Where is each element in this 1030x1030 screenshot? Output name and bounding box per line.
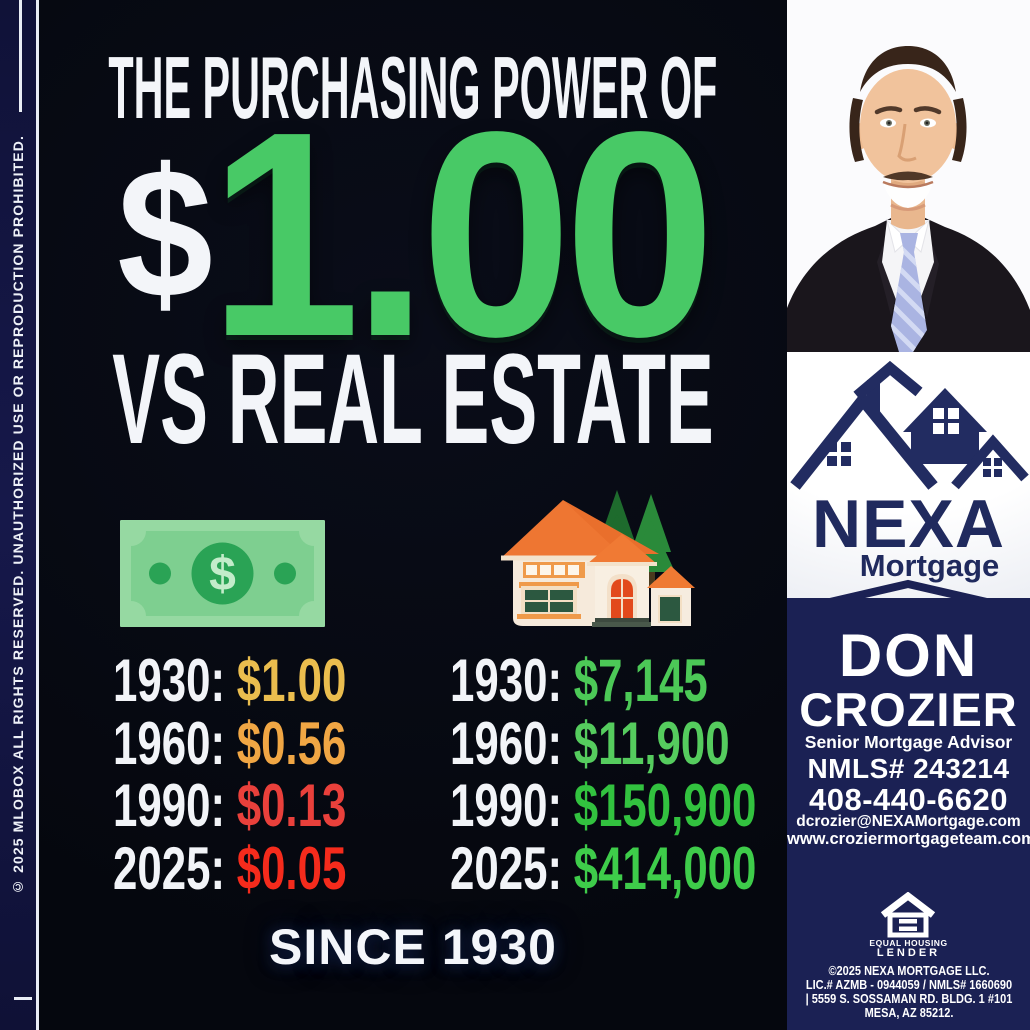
main-content: THE PURCHASING POWER OF $1.00 VS REAL ES… <box>39 0 787 1030</box>
advisor-first-name: DON <box>838 622 979 689</box>
brand-logo-area: NEXA Mortgage <box>787 352 1030 598</box>
strip-top-tick <box>19 0 22 112</box>
year-label: 1990: <box>113 772 226 839</box>
advisor-email: dcrozier@NEXAMortgage.com <box>796 813 1021 830</box>
value-label: $0.05 <box>236 834 347 902</box>
year-label: 1930: <box>113 647 226 714</box>
advisor-last-name: CROZIER <box>799 683 1018 736</box>
bill-dollar-glyph: $ <box>209 548 236 601</box>
fine-print-line: MESA, AZ 85212. <box>864 1006 954 1020</box>
equal-housing-lender-icon <box>880 892 936 938</box>
house-illustration-icon <box>501 490 695 627</box>
advisor-panel: NEXA Mortgage DON CROZIER Senior Mortgag… <box>787 0 1030 1030</box>
table-row: 1960: $11,900 <box>450 709 756 777</box>
heading-top-wrap: THE PURCHASING POWER OF <box>39 44 787 132</box>
fine-print-line: LIC.# AZMB - 0944059 / NMLS# 1660690 <box>805 978 1013 992</box>
since-banner-wrap: SINCE 1930 <box>39 918 787 976</box>
amount-value: 1.00 <box>209 71 716 397</box>
advisor-website: www.croziermortgageteam.com <box>787 830 1030 848</box>
year-label: 2025: <box>450 834 563 902</box>
front-gable <box>587 534 657 626</box>
equal-housing-label: EQUAL HOUSING <box>869 938 948 948</box>
copyright-vertical-text: © 2025 MLOBOX ALL RIGHTS RESERVED. UNAUT… <box>10 135 26 895</box>
amount-wrap: $1.00 <box>39 88 787 380</box>
fine-print-line: | 5559 S. SOSSAMAN RD. BLDG. 1 #101 <box>805 992 1013 1006</box>
value-label: $11,900 <box>573 709 730 777</box>
dollar-value-column: 1930: $1.00 1960: $0.56 1990: $0.13 2025: $0… <box>113 647 347 902</box>
heading-top: THE PURCHASING POWER OF <box>108 38 718 137</box>
value-label: $414,000 <box>573 834 757 902</box>
brand-name: NEXA <box>812 486 1005 562</box>
year-label: 2025: <box>113 834 226 902</box>
brand-subtitle: Mortgage <box>859 548 1000 583</box>
nexa-rooflines-logo-icon <box>790 360 1029 490</box>
house-value-column: 1930: $7,145 1960: $11,900 1990: $150,900 2… <box>450 647 757 902</box>
advisor-headshot-illustration <box>787 0 1030 352</box>
side-garage <box>647 566 695 626</box>
fine-print: ©2025 NEXA MORTGAGE LLC. LIC.# AZMB - 09… <box>788 964 1030 1020</box>
advisor-contact-block: DON CROZIER Senior Mortgage Advisor NMLS… <box>787 598 1030 1030</box>
value-label: $0.56 <box>236 709 347 777</box>
value-label: $150,900 <box>573 772 757 839</box>
lender-label: LENDER <box>876 947 941 959</box>
year-label: 1960: <box>450 709 563 777</box>
dollar-symbol: $ <box>117 131 214 337</box>
table-row: 1930: $7,145 <box>450 647 756 714</box>
table-row: 2025: $0.05 <box>113 834 347 902</box>
year-label: 1930: <box>450 647 563 714</box>
strip-divider-line <box>36 0 39 1030</box>
year-label: 1960: <box>113 709 226 777</box>
house-body <box>501 500 659 626</box>
table-row: 1990: $0.13 <box>113 772 347 839</box>
year-label: 1990: <box>450 772 563 839</box>
fine-print-line: ©2025 NEXA MORTGAGE LLC. <box>828 964 990 978</box>
copyright-strip: © 2025 MLOBOX ALL RIGHTS RESERVED. UNAUT… <box>0 0 36 1030</box>
advisor-photo <box>787 0 1030 353</box>
value-label: $7,145 <box>573 647 708 714</box>
table-row: 1930: $1.00 <box>113 647 347 714</box>
table-row: 2025: $414,000 <box>450 834 757 902</box>
strip-bottom-tick <box>14 997 32 1000</box>
advisor-job-title: Senior Mortgage Advisor <box>804 732 1013 752</box>
porch-steps <box>592 618 651 627</box>
heading-bottom: VS REAL ESTATE <box>112 328 714 471</box>
advisor-nmls: NMLS# 243214 <box>807 753 1010 784</box>
since-banner: SINCE 1930 <box>269 919 557 975</box>
amount-display: $1.00 <box>117 88 716 380</box>
value-label: $0.13 <box>236 772 347 839</box>
advisor-phone: 408-440-6620 <box>808 782 1009 817</box>
dollar-bill-icon: $ <box>120 520 325 627</box>
table-row: 1960: $0.56 <box>113 709 347 777</box>
value-label: $1.00 <box>236 647 347 714</box>
table-row: 1990: $150,900 <box>450 772 757 839</box>
heading-bottom-wrap: VS REAL ESTATE <box>39 336 787 464</box>
